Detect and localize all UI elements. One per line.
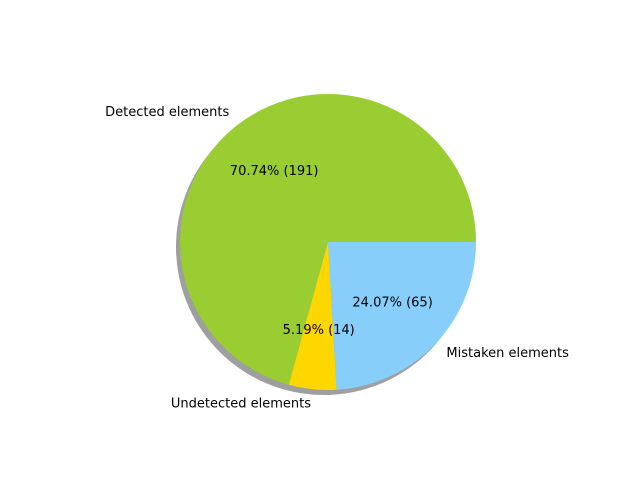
pie-slice-mistaken-elements <box>328 242 477 390</box>
pie-value-label-mistaken-elements: 24.07% (65) <box>352 295 432 310</box>
pie-label-undetected-elements: Undetected elements <box>171 396 311 411</box>
pie-value-label-detected-elements: 70.74% (191) <box>230 164 319 179</box>
pie-slice-detected-elements <box>180 93 477 385</box>
pie-labels: Detected elements 70.74% (191) Undetected … <box>105 105 569 411</box>
pie-value-label-undetected-elements: 5.19% (14) <box>283 323 355 338</box>
pie-label-mistaken-elements: Mistaken elements <box>446 346 569 361</box>
pie-slices <box>180 93 477 390</box>
pie-label-detected-elements: Detected elements <box>105 105 229 120</box>
pie-slice-undetected-elements <box>288 242 337 390</box>
